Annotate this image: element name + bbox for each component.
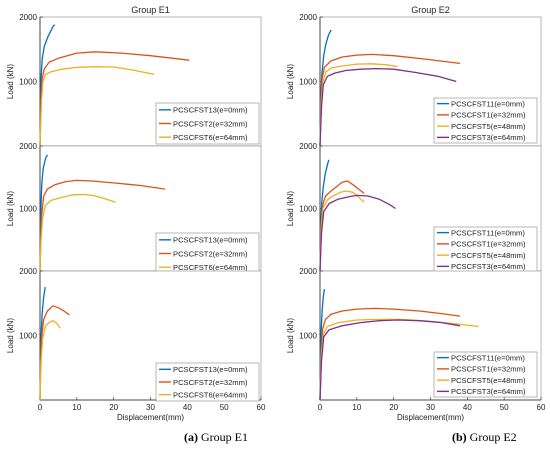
legend-label: PCSCFST1(e=32mm) <box>451 240 526 249</box>
series-line <box>319 307 461 401</box>
legend-box <box>155 362 260 402</box>
legend-label: PCSCFST1(e=32mm) <box>451 365 526 374</box>
caption-b: (b) Group E2 <box>452 430 517 445</box>
caption-b-letter: (b) <box>452 430 467 444</box>
legend-box <box>433 226 538 273</box>
legend: PCSCFST11(e=0mm) PCSCFST1(e=32mm) PCSCFST5… <box>433 351 538 398</box>
legend-label: PCSCFST13(e=0mm) <box>173 236 248 245</box>
legend-box <box>433 351 538 398</box>
x-tick-label: 40 <box>183 403 192 412</box>
legend-label: PCSCFST2(e=32mm) <box>173 249 248 258</box>
y-axis-label: Load (kN) <box>286 64 295 99</box>
series-line <box>319 63 398 147</box>
series-line <box>319 53 461 147</box>
x-tick-label: 20 <box>389 403 398 412</box>
panel-e1-3: 1000 2000 0 10 20 30 40 50 60 Load (kN) Displaceme… <box>6 267 266 422</box>
panel-e2-1: 1000 2000 Load (kN) Group E2 PCSCFST11(e=0mm… <box>286 5 542 147</box>
legend: PCSCFST11(e=0mm) PCSCFST1(e=32mm) PCSCFST5… <box>433 97 538 144</box>
y-tick-label: 2000 <box>299 13 317 22</box>
y-axis-label: Load (kN) <box>6 191 15 226</box>
caption-b-text: Group E2 <box>466 430 517 444</box>
y-axis-label: Load (kN) <box>6 64 15 99</box>
y-tick-label: 2000 <box>19 13 37 22</box>
series-line <box>39 66 155 147</box>
legend-label: PCSCFST6(e=64mm) <box>173 263 248 272</box>
legend-label: PCSCFST6(e=64mm) <box>173 133 248 142</box>
legend: PCSCFST13(e=0mm) PCSCFST2(e=32mm) PCSCFST6… <box>155 232 260 275</box>
x-tick-label: 30 <box>146 403 155 412</box>
x-tick-label: 60 <box>537 403 546 412</box>
x-tick-label: 30 <box>426 403 435 412</box>
x-tick-label: 20 <box>109 403 118 412</box>
panel-e1-1: 1000 2000 Load (kN) Group E1 PCSCFST13(e=0mm… <box>6 5 262 147</box>
legend-label: PCSCFST5(e=48mm) <box>451 251 526 260</box>
caption-a-letter: (a) <box>184 430 198 444</box>
legend-box <box>155 232 260 275</box>
x-tick-label: 50 <box>220 403 229 412</box>
y-tick-label: 2000 <box>299 142 317 151</box>
series-line <box>39 51 190 147</box>
x-tick-label: 50 <box>500 403 509 412</box>
legend-label: PCSCFST3(e=64mm) <box>451 387 526 396</box>
legend-label: PCSCFST3(e=64mm) <box>451 133 526 142</box>
legend-label: PCSCFST3(e=64mm) <box>451 262 526 271</box>
legend-label: PCSCFST13(e=0mm) <box>173 106 248 115</box>
legend-label: PCSCFST6(e=64mm) <box>173 390 248 399</box>
series-line <box>319 190 365 272</box>
series-line <box>39 179 166 272</box>
y-axis-label: Load (kN) <box>6 318 15 353</box>
caption-a-text: Group E1 <box>198 430 248 444</box>
y-axis-label: Load (kN) <box>286 318 295 353</box>
legend: PCSCFST13(e=0mm) PCSCFST2(e=32mm) PCSCFST6… <box>155 102 260 145</box>
legend-label: PCSCFST1(e=32mm) <box>451 111 526 120</box>
x-tick-label: 40 <box>463 403 472 412</box>
y-tick-label: 2000 <box>299 267 317 276</box>
panel-title: Group E1 <box>131 5 170 15</box>
x-tick-label: 0 <box>38 403 43 412</box>
caption-a: (a) Group E1 <box>184 430 248 445</box>
y-axis-label: Load (kN) <box>286 191 295 226</box>
y-tick-label: 2000 <box>19 142 37 151</box>
y-tick-label: 1000 <box>299 205 317 214</box>
panel-e2-3: 1000 2000 0 10 20 30 40 50 60 Load (kN) Displaceme… <box>286 267 546 422</box>
legend-label: PCSCFST5(e=48mm) <box>451 122 526 131</box>
x-tick-label: 0 <box>318 403 323 412</box>
y-tick-label: 1000 <box>299 332 317 341</box>
x-tick-label: 60 <box>257 403 266 412</box>
y-tick-label: 1000 <box>19 78 37 87</box>
panel-title: Group E2 <box>411 5 450 15</box>
x-tick-label: 10 <box>72 403 81 412</box>
legend-box <box>433 97 538 144</box>
legend-box <box>155 102 260 145</box>
legend-label: PCSCFST5(e=48mm) <box>451 376 526 385</box>
y-tick-label: 1000 <box>19 332 37 341</box>
legend-label: PCSCFST2(e=32mm) <box>173 378 248 387</box>
legend-label: PCSCFST11(e=0mm) <box>451 228 525 237</box>
series-line <box>39 320 61 401</box>
legend-label: PCSCFST2(e=32mm) <box>173 119 248 128</box>
y-tick-label: 1000 <box>299 78 317 87</box>
series-line <box>319 67 457 147</box>
legend: PCSCFST13(e=0mm) PCSCFST2(e=32mm) PCSCFST6… <box>155 362 260 402</box>
x-axis-label: Displacement(mm) <box>117 413 184 422</box>
legend-label: PCSCFST11(e=0mm) <box>451 99 525 108</box>
series-line <box>39 193 116 272</box>
legend: PCSCFST11(e=0mm) PCSCFST1(e=32mm) PCSCFST5… <box>433 226 538 273</box>
x-axis-label: Displacement(mm) <box>397 413 464 422</box>
x-tick-label: 10 <box>352 403 361 412</box>
series-line <box>319 194 396 272</box>
legend-label: PCSCFST13(e=0mm) <box>173 365 248 374</box>
y-tick-label: 2000 <box>19 267 37 276</box>
y-tick-label: 1000 <box>19 205 37 214</box>
legend-label: PCSCFST11(e=0mm) <box>451 353 525 362</box>
series-line <box>319 319 461 401</box>
